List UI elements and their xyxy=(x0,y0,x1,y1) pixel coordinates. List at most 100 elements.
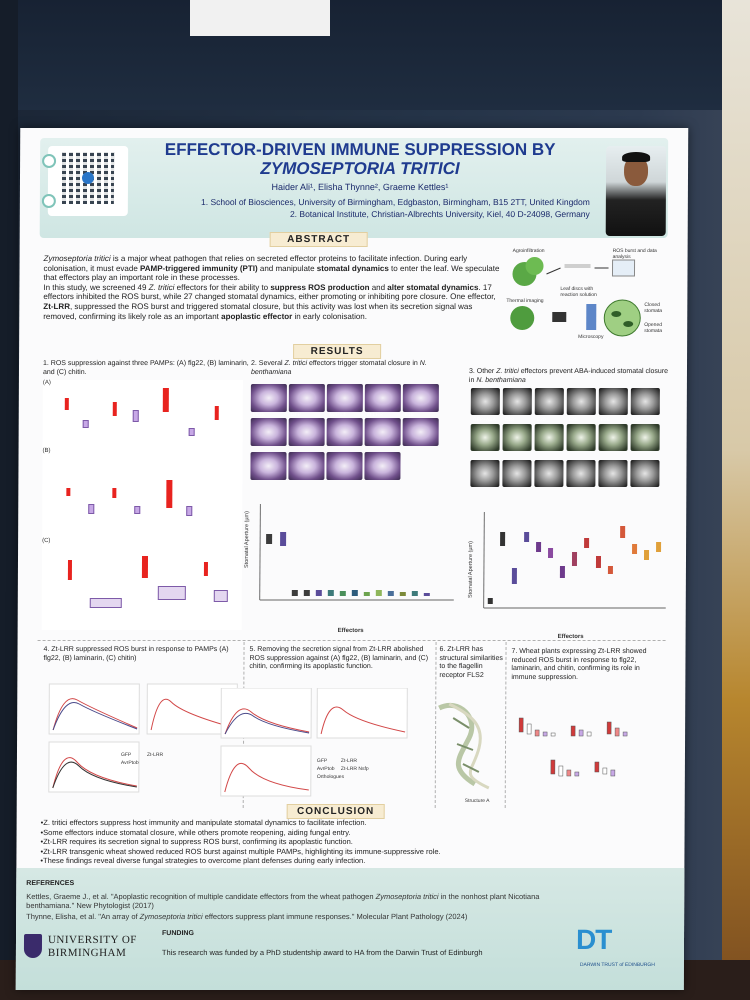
conclusion-item: •These findings reveal diverse fungal st… xyxy=(40,856,366,865)
abstract-highlight: suppress ROS production xyxy=(270,282,370,292)
stomata-image xyxy=(326,384,363,412)
result-6-caption: 6. Zt-LRR has structural similarities to… xyxy=(439,646,503,679)
micro-label: Mock xyxy=(252,412,265,418)
stomata-image xyxy=(402,418,439,446)
caption-text: effectors trigger stomatal closure in xyxy=(307,360,420,367)
conclusion-list: •Z. tritici effectors suppress host immu… xyxy=(40,818,660,866)
stomata-image xyxy=(364,452,401,480)
references-footer: REFERENCES Kettles, Graeme J., et al. "A… xyxy=(15,868,685,990)
legend-label: AvrPtob xyxy=(316,766,335,772)
method-label: Closed stomata xyxy=(644,302,663,314)
section-divider xyxy=(37,640,666,641)
caption-species: Z. tritici xyxy=(496,368,519,375)
stomata-image xyxy=(502,424,532,451)
panel-letter: (B) xyxy=(42,448,51,454)
conclusion-heading: CONCLUSION xyxy=(286,804,385,819)
ros-box xyxy=(188,428,195,436)
legend-label: Zt-LRR xyxy=(340,758,358,764)
stomata-image xyxy=(250,384,287,412)
result-2-caption: 2. Several Z. tritici effectors trigger … xyxy=(251,360,465,377)
abstract-highlight: alter stomatal dynamics xyxy=(387,282,479,292)
poster-header: EFFECTOR-DRIVEN IMMUNE SUPPRESSION BY ZY… xyxy=(39,138,669,238)
reference-2: Thynne, Elisha, et al. "An array of Zymo… xyxy=(26,912,556,921)
ros-bar xyxy=(203,562,208,576)
caption-text: 3. Other xyxy=(468,368,497,375)
ref-text: Thynne, Elisha, et al. "An array of xyxy=(26,912,140,921)
abstract-highlight: Zt-LRR xyxy=(43,301,71,311)
stomata-image xyxy=(470,460,500,487)
method-label: ROS burst and data analysis xyxy=(612,248,657,260)
method-figure-drawing xyxy=(510,257,641,337)
university-name-1: UNIVERSITY OF xyxy=(47,934,137,946)
wheat-ros-plots xyxy=(518,717,628,777)
abstract-text: and manipulate xyxy=(257,263,317,273)
university-crest-icon xyxy=(23,934,43,958)
micro-label: E18 xyxy=(404,412,414,418)
caption-text: 2. Several xyxy=(251,360,285,367)
ros-bar xyxy=(162,388,169,412)
micro-label: C28 xyxy=(504,417,514,423)
social-icon xyxy=(41,194,56,208)
caption-species: N. benthamiana xyxy=(476,376,526,384)
micro-label: GFP+ABA xyxy=(472,417,496,423)
stomata-image xyxy=(364,384,401,412)
legend-label: Zt-LRR xyxy=(146,752,164,758)
legend-label: GFP xyxy=(316,758,328,764)
ros-curves-4 xyxy=(48,683,238,793)
ros-bar xyxy=(112,488,117,498)
ros-box-group xyxy=(157,586,186,600)
stomata-image xyxy=(598,424,628,451)
author-hair xyxy=(622,152,651,162)
funding-text: This research was funded by a PhD studen… xyxy=(161,948,483,957)
stomata-image xyxy=(250,418,287,446)
ros-curves-5 xyxy=(220,688,408,797)
conclusion-item: •Zt-LRR requires its secretion signal to… xyxy=(40,837,353,846)
conclusion-item: •Some effectors induce stomatal closure,… xyxy=(40,827,351,837)
background-top xyxy=(0,0,750,110)
left-edge xyxy=(0,0,18,1000)
abstract-heading: ABSTRACT xyxy=(269,232,368,247)
stomata-image xyxy=(288,418,325,446)
legend-label: Zt-LRR Nsfp xyxy=(340,766,369,772)
ros-box xyxy=(132,410,139,422)
panel-letter: (A) xyxy=(42,380,51,386)
conclusion-item: •Z. tritici effectors suppress host immu… xyxy=(40,818,367,827)
ros-bar xyxy=(112,402,117,416)
linkedin-icon xyxy=(81,172,95,184)
abstract-paragraph-1: Zymoseptoria tritici is a major wheat pa… xyxy=(43,254,503,283)
stomata-image xyxy=(630,424,660,451)
micro-label: AvrPtob xyxy=(328,412,347,418)
abstract-highlight: PAMP-triggered immunity (PTI) xyxy=(139,263,258,273)
affiliation-1: 1. School of Biosciences, University of … xyxy=(201,197,590,207)
affiliations: 1. School of Biosciences, University of … xyxy=(150,196,590,220)
ros-box xyxy=(134,506,141,514)
poster: EFFECTOR-DRIVEN IMMUNE SUPPRESSION BY ZY… xyxy=(15,128,689,990)
university-name-2: BIRMINGHAM xyxy=(47,947,127,959)
legend-label: Orthologues xyxy=(316,774,345,780)
references-heading: REFERENCES xyxy=(26,880,75,887)
stomata-plot-2 xyxy=(259,504,454,601)
stomata-image xyxy=(598,388,628,415)
abstract-body: Zymoseptoria tritici is a major wheat pa… xyxy=(43,254,503,321)
method-label: Opened stomata xyxy=(644,322,663,334)
method-label: Leaf discs with reaction solution xyxy=(560,286,597,298)
abstract-highlight: stomatal dynamics xyxy=(316,263,389,273)
abstract-text: effectors for their ability to xyxy=(174,282,271,292)
ros-box xyxy=(186,506,193,516)
ros-bar xyxy=(141,556,149,578)
result-1-caption: 1. ROS suppression against three PAMPs: … xyxy=(42,360,249,376)
abstract-text: in early colonisation. xyxy=(292,311,368,321)
stomata-image xyxy=(326,452,363,480)
funding-heading: FUNDING xyxy=(162,930,194,937)
affiliation-2: 2. Botanical Institute, Christian-Albrec… xyxy=(289,209,590,219)
right-edge xyxy=(722,0,750,1000)
stomata-image xyxy=(402,384,439,412)
reference-1: Kettles, Graeme J., et al. "Apoplastic r… xyxy=(26,892,556,910)
structure-caption: Structure A xyxy=(464,798,490,804)
qr-code[interactable] xyxy=(47,146,129,216)
social-icon xyxy=(42,154,57,168)
conclusion-item: •Zt-LRR transgenic wheat showed reduced … xyxy=(40,846,441,856)
y-axis-label: Stomatal Aperture (µm) xyxy=(467,541,475,598)
title-line1: EFFECTOR-DRIVEN IMMUNE SUPPRESSION BY xyxy=(164,140,556,159)
method-label: Thermal imaging xyxy=(506,298,544,304)
